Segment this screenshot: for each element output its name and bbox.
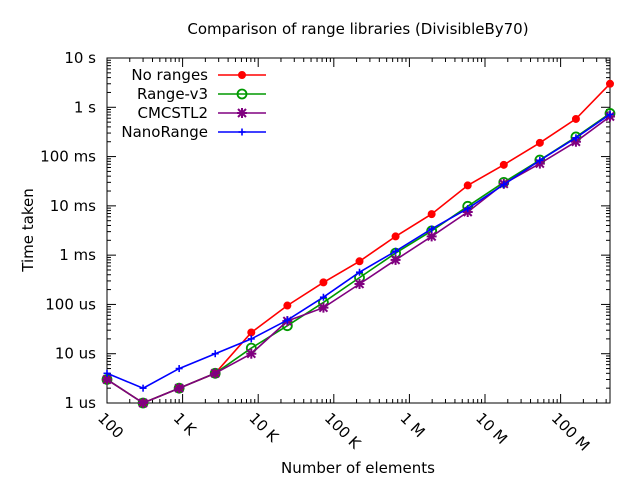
data-point	[500, 161, 507, 168]
data-point	[607, 80, 614, 87]
series-line	[107, 114, 610, 388]
legend-swatch-marker	[237, 108, 247, 118]
x-tick-label: 1 K	[170, 409, 201, 440]
x-tick-label: 100	[94, 409, 127, 442]
y-axis-title: Time taken	[19, 188, 37, 272]
y-tick-label: 1 ms	[59, 246, 96, 264]
y-tick-label: 1 s	[74, 98, 96, 116]
legend-label: No ranges	[131, 66, 208, 84]
data-point	[392, 233, 399, 240]
y-tick-label: 10 ms	[50, 197, 96, 215]
data-point	[536, 139, 543, 146]
data-point	[176, 365, 183, 372]
y-tick-label: 100 us	[45, 295, 96, 313]
data-point	[320, 279, 327, 286]
chart-title: Comparison of range libraries (Divisible…	[187, 20, 528, 38]
data-point	[464, 182, 471, 189]
data-point	[140, 385, 147, 392]
y-tick-label: 10 us	[55, 345, 96, 363]
data-point	[138, 398, 148, 408]
data-point	[572, 115, 579, 122]
data-point	[428, 211, 435, 218]
data-point	[246, 349, 256, 359]
data-point	[212, 350, 219, 357]
legend-label: NanoRange	[121, 123, 208, 141]
data-point	[174, 383, 184, 393]
legend-label: CMCSTL2	[138, 104, 208, 122]
y-tick-label: 10 s	[64, 49, 96, 67]
y-tick-label: 100 ms	[40, 148, 96, 166]
data-point	[427, 231, 437, 241]
data-point	[391, 255, 401, 265]
legend-swatch-marker	[239, 72, 246, 79]
data-point	[248, 329, 255, 336]
y-tick-label: 1 us	[64, 394, 96, 412]
x-tick-label: 100 M	[548, 409, 593, 454]
x-tick-label: 10 M	[472, 409, 511, 448]
legend-swatch-marker	[239, 129, 246, 136]
x-tick-label: 100 K	[321, 409, 365, 453]
x-tick-label: 10 K	[245, 409, 282, 446]
legend-label: Range-v3	[137, 85, 208, 103]
x-tick-label: 1 M	[397, 409, 429, 441]
data-point	[356, 258, 363, 265]
x-axis-title: Number of elements	[281, 459, 435, 477]
data-point	[210, 368, 220, 378]
data-point	[284, 302, 291, 309]
data-point	[355, 279, 365, 289]
plot-area: 1 us 10 us 100 us 1 ms 10 ms 100 ms 1 s 10 s 100…	[40, 49, 615, 455]
data-point	[318, 303, 328, 313]
